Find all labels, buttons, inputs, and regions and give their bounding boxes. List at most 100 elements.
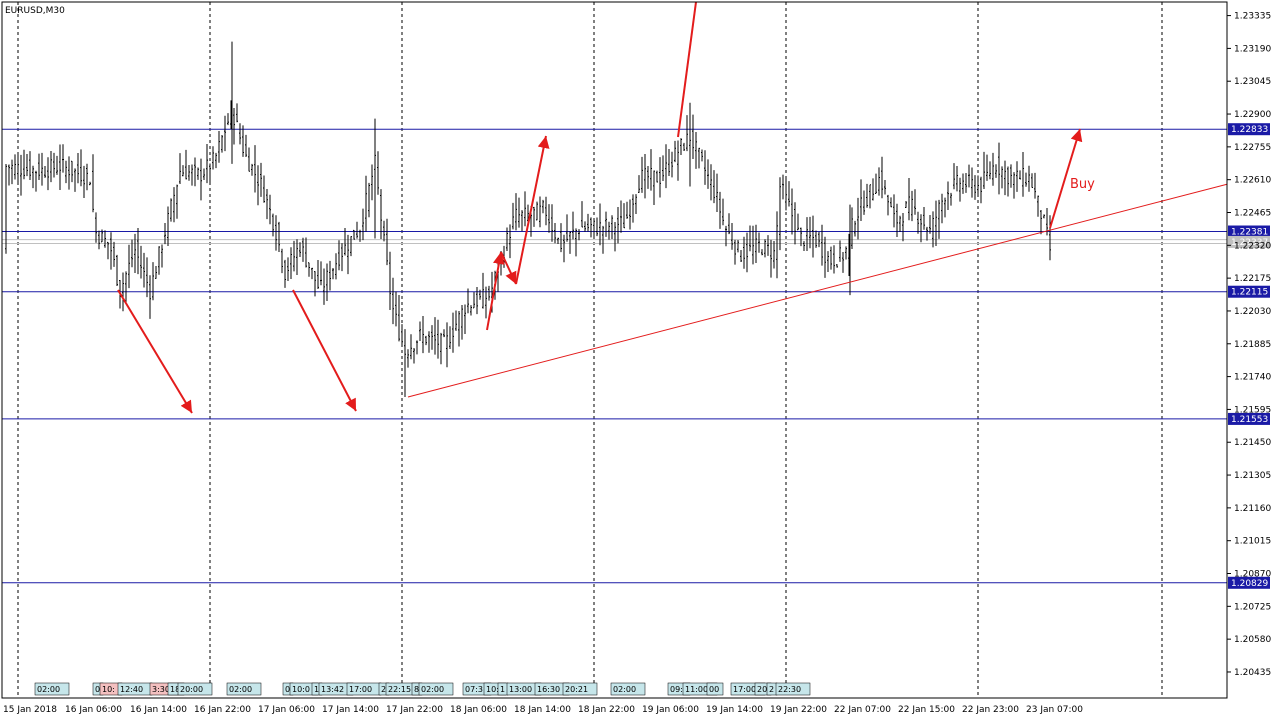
candle [788,181,790,207]
candle [98,230,100,250]
candle [512,202,514,230]
candle [233,108,235,145]
candle [653,170,655,205]
y-tick-label: 1.21885 [1234,340,1271,350]
candle [851,207,853,249]
candle [602,225,604,254]
candle [506,227,508,252]
candle [218,130,220,163]
candle [719,191,721,229]
x-tick-label: 18 Jan 22:00 [578,705,635,715]
candle [734,239,736,265]
trend-line [407,183,1228,398]
candle [437,319,439,359]
y-tick-label: 1.21015 [1234,537,1271,547]
candle [224,115,226,152]
candle [800,227,802,247]
candle [956,165,958,192]
candle [755,224,757,263]
candle [866,183,868,208]
candle [875,173,877,195]
y-tick-label: 1.23335 [1234,12,1271,22]
candle [695,132,697,169]
event-marker-label: 2 [381,685,386,694]
y-tick-label: 1.21450 [1234,438,1271,448]
candle [95,212,97,243]
candle [815,230,817,248]
y-tick-label: 1.22900 [1234,110,1271,120]
event-marker-label: 22:15 [388,685,411,694]
candle [542,199,544,214]
level-price-label: 1.22381 [1231,228,1268,238]
event-marker-label: 17:00 [733,685,756,694]
candle [38,153,40,181]
event-marker-label: 00 [709,685,719,694]
x-tick-label: 18 Jan 06:00 [450,705,507,715]
candle [8,164,10,186]
arrows-layer [117,1,1083,414]
candle [563,234,565,263]
event-marker-label: 20 [757,685,767,694]
candle [1016,161,1018,192]
candle [596,217,598,237]
candle [863,190,865,215]
candle [365,175,367,232]
candle [743,236,745,269]
candle [47,157,49,191]
candle [533,206,535,227]
candle [146,257,148,298]
candle [464,304,466,334]
candle [86,163,88,191]
candle [140,245,142,279]
candle [1013,172,1015,199]
candle [455,310,457,331]
candle [821,224,823,266]
candle [809,216,811,249]
candle [989,161,991,180]
event-marker [562,682,598,696]
candle [221,135,223,153]
event-marker-label: 13:42 [321,685,344,694]
candle [335,253,337,280]
candle [416,340,418,355]
candle [650,149,652,191]
candle [410,334,412,360]
candle [575,228,577,257]
candle [443,329,445,338]
candle [785,179,787,211]
x-tick-label: 22 Jan 23:00 [962,705,1019,715]
candle [50,150,52,183]
candle [980,176,982,204]
candle [536,201,538,221]
x-tick-label: 17 Jan 22:00 [386,705,443,715]
candle [29,151,31,181]
candle [722,198,724,226]
event-marker-label: 1 [314,685,319,694]
candle [947,181,949,211]
level-price-label: 1.22833 [1231,125,1268,135]
level-price-label: 1.21553 [1231,415,1268,425]
trade-arrow [486,251,505,331]
candle [572,211,574,240]
candle [944,197,946,218]
y-tick-label: 1.21160 [1234,504,1271,514]
event-marker-label: 02:00 [421,685,444,694]
candle [812,215,814,258]
candle [71,160,73,183]
candle [263,175,265,203]
candle [941,193,943,224]
candle [791,188,793,235]
candle [518,197,520,228]
candle [776,211,778,279]
candle [950,192,952,206]
candle [440,332,442,365]
event-marker-label: 11:00 [685,685,708,694]
candle [671,151,673,178]
candle [65,160,67,184]
candle [674,140,676,163]
candle [839,240,841,262]
candle [539,196,541,228]
candle [524,191,526,227]
trade-arrow [500,251,517,285]
